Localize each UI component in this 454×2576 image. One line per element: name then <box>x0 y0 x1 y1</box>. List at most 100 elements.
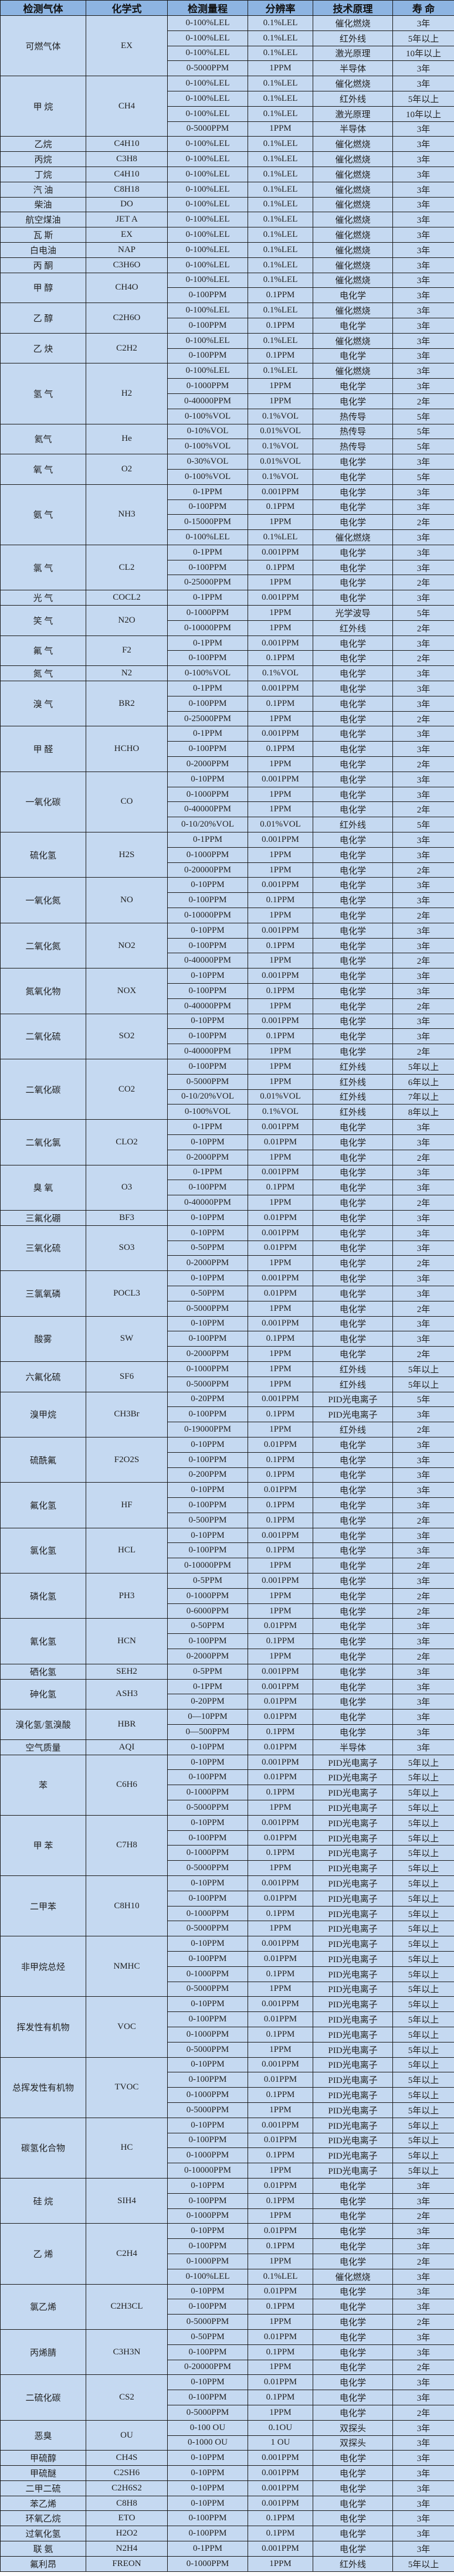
resolution-cell: 0.01%VOL <box>248 817 313 833</box>
range-cell: 0-100%LEL <box>167 212 248 228</box>
resolution-cell: 1PPM <box>248 1603 313 1619</box>
formula-cell: EX <box>86 227 168 243</box>
gas-name-cell: 碳氢化合物 <box>0 2117 86 2179</box>
lifespan-cell: 3年 <box>392 726 454 742</box>
table-row: 二氧化氮 NO2 0-10PPM 0.001PPM 电化学 3年 <box>0 922 454 969</box>
gas-name-cell: 苯 <box>0 1754 86 1816</box>
resolution-cell: 1 OU <box>248 2435 313 2451</box>
range-cell: 0-50PPM <box>167 1285 248 1301</box>
resolution-cell: 1PPM <box>248 514 313 531</box>
formula-cell: N2O <box>86 605 168 636</box>
range-cell: 0-5000PPM <box>167 2102 248 2118</box>
lifespan-cell: 3年 <box>392 2480 454 2496</box>
range-cell: 0-100PPM <box>167 1180 248 1196</box>
range-cell: 0-2000PPM <box>167 1149 248 1165</box>
resolution-cell: 0.001PPM <box>248 1119 313 1135</box>
range-cell: 0-100%LEL <box>167 15 248 31</box>
gas-name-cell: 甲硫醇 <box>0 2450 86 2466</box>
technology-cell: 电化学 <box>313 1195 393 1211</box>
gas-name-cell: 甲 苯 <box>0 1814 86 1877</box>
range-cell: 0-100PPM <box>167 1028 248 1045</box>
gas-name-cell: 氧 气 <box>0 454 86 485</box>
range-cell: 0-40000PPM <box>167 998 248 1014</box>
lifespan-cell: 3年 <box>392 665 454 682</box>
resolution-cell: 1PPM <box>248 1044 313 1059</box>
resolution-cell: 0.1PPM <box>248 1331 313 1347</box>
table-row: 硅 烷 SIH4 0-10PPM 0.01PPM 电化学 3年 <box>0 2177 454 2224</box>
table-row: 甲 苯 C7H8 0-10PPM 0.001PPM PID光电离子 5年以上 <box>0 1814 454 1877</box>
lifespan-cell: 5年以上 <box>392 2102 454 2118</box>
resolution-cell: 0.1PPM <box>248 1724 313 1740</box>
lifespan-cell: 3年 <box>392 2435 454 2451</box>
technology-cell: 电化学 <box>313 559 393 576</box>
lifespan-cell: 5年以上 <box>392 2117 454 2133</box>
lifespan-cell: 3年 <box>392 15 454 31</box>
range-cell: 0-100PPM <box>167 1058 248 1075</box>
lifespan-cell: 2年 <box>392 1346 454 1362</box>
technology-cell: PID光电离子 <box>313 2147 393 2164</box>
lifespan-cell: 3年 <box>392 1694 454 1710</box>
lifespan-cell: 3年 <box>392 937 454 954</box>
range-cell: 0-100PPM <box>167 741 248 757</box>
formula-cell: He <box>86 423 168 455</box>
technology-cell: 双探头 <box>313 2435 393 2451</box>
range-cell: 0-10/20%VOL <box>167 1089 248 1105</box>
resolution-cell: 0.1PPM <box>248 1452 313 1468</box>
resolution-cell: 0.001PPM <box>248 1527 313 1544</box>
table-row: 0-100PPM 0.1PPM 电化学 3年 <box>1 287 454 304</box>
table-row: 0-10/20%VOL 0.01%VOL 红外线 7年以上 <box>1 1089 454 1105</box>
technology-cell: 电化学 <box>313 1633 393 1650</box>
technology-cell: 电化学 <box>313 1467 393 1483</box>
table-row: 0-1000PPM 0.1PPM PID光电离子 5年以上 <box>1 1966 454 1982</box>
formula-cell: BF3 <box>86 1209 168 1226</box>
lifespan-cell: 2年 <box>392 908 454 923</box>
lifespan-cell: 6年以上 <box>392 1073 454 1090</box>
technology-cell: PID光电离子 <box>313 1845 393 1861</box>
technology-cell: 电化学 <box>313 2299 393 2315</box>
range-cell: 0-1000PPM <box>167 2147 248 2164</box>
table-row: 0-50PPM 0.01PPM 电化学 3年 <box>1 1240 454 1256</box>
technology-cell: 催化燃烧 <box>313 242 393 258</box>
gas-name-cell: 二氧化碳 <box>0 1058 86 1120</box>
technology-cell: 电化学 <box>313 2526 393 2542</box>
resolution-cell: 0.001PPM <box>248 1573 313 1589</box>
range-cell: 0-30%VOL <box>167 454 248 470</box>
range-cell: 0-5000PPM <box>167 2041 248 2058</box>
range-cell: 0-100%LEL <box>167 227 248 243</box>
table-row: 0-2000PPM 1PPM 电化学 2年 <box>1 1649 454 1664</box>
technology-cell: 电化学 <box>313 756 393 772</box>
table-row: 0-100PPM 0.1PPM 电化学 3年 <box>1 559 454 576</box>
table-row: 0-5000PPM 1PPM PID光电离子 5年以上 <box>1 1921 454 1937</box>
technology-cell: 电化学 <box>313 393 393 409</box>
table-row: 磷化氢 PH3 0-5PPM 0.001PPM 电化学 3年 <box>0 1573 454 1619</box>
resolution-cell: 0.1PPM <box>248 348 313 364</box>
table-row: 0-25000PPM 1PPM 电化学 2年 <box>1 711 454 727</box>
range-cell: 0-5000PPM <box>167 2314 248 2330</box>
technology-cell: PID光电离子 <box>313 2011 393 2027</box>
table-row: 0-5000PPM 1PPM PID光电离子 5年以上 <box>1 1800 454 1816</box>
range-cell: 0-1000PPM <box>167 1845 248 1861</box>
lifespan-cell: 3年 <box>392 1240 454 1256</box>
gas-name-cell: 乙 烯 <box>0 2223 86 2285</box>
technology-cell: PID光电离子 <box>313 1905 393 1922</box>
range-cell: 0-1PPM <box>167 832 248 848</box>
range-cell: 0-10PPM <box>167 922 248 939</box>
range-cell: 0-100%LEL <box>167 303 248 318</box>
resolution-cell: 0.1%LEL <box>248 151 313 167</box>
lifespan-cell: 3年 <box>392 1285 454 1301</box>
range-cell: 0-10PPM <box>167 2465 248 2481</box>
technology-cell: 电化学 <box>313 695 393 712</box>
table-row: 六氟化硫 SF6 0-1000PPM 1PPM 红外线 5年以上 <box>0 1361 454 1392</box>
resolution-cell: 0.01PPM <box>248 1240 313 1256</box>
table-row: 砷化氢 ASH3 0-1PPM 0.001PPM 电化学 3年 <box>0 1678 454 1710</box>
resolution-cell: 1PPM <box>248 756 313 772</box>
resolution-cell: 0.1PPM <box>248 559 313 576</box>
resolution-cell: 1PPM <box>248 1588 313 1604</box>
range-cell: 0-100%VOL <box>167 1104 248 1120</box>
range-cell: 0-100PPM <box>167 2072 248 2088</box>
range-cell: 0-1000PPM <box>167 2087 248 2103</box>
lifespan-cell: 2年 <box>392 2359 454 2376</box>
resolution-cell: 0.1PPM <box>248 1633 313 1650</box>
range-cell: 0-100PPM <box>167 650 248 667</box>
table-row: 0-100PPM 0.1PPM 电化学 3年 <box>1 983 454 999</box>
